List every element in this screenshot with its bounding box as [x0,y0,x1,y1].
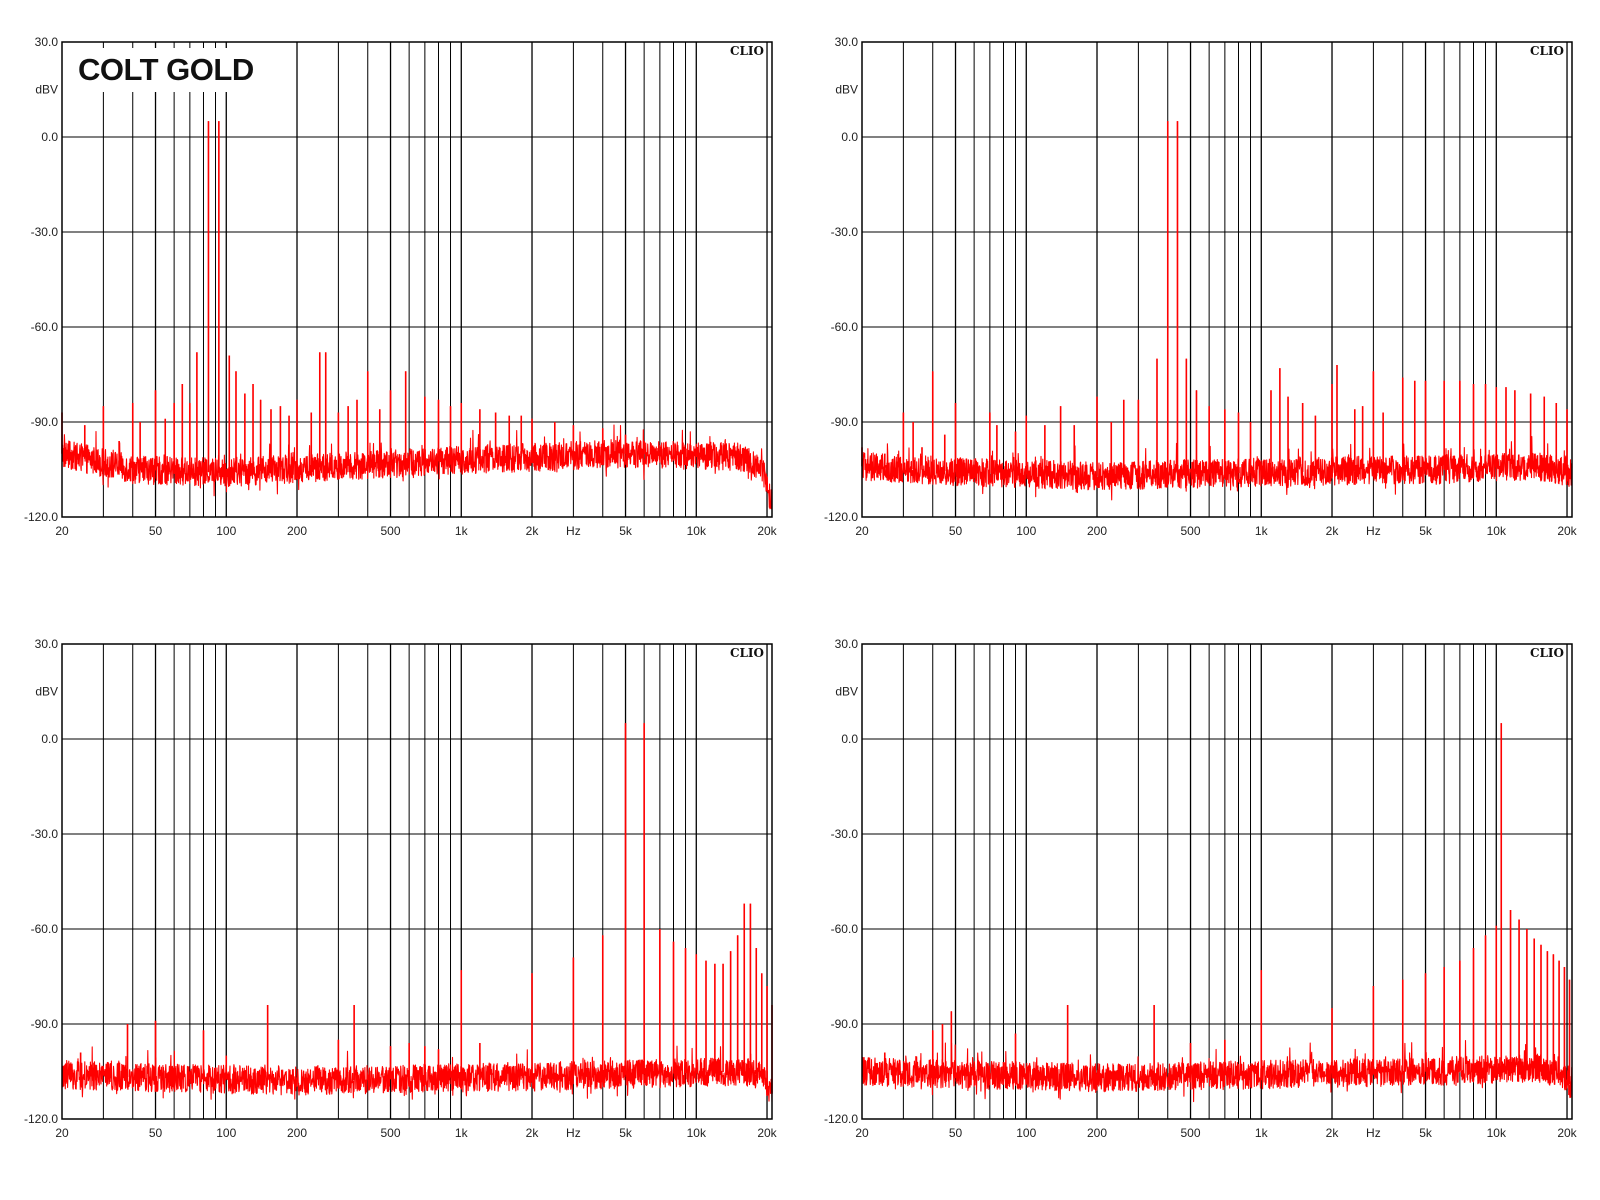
x-axis-unit-label: Hz [566,524,581,538]
y-axis-unit-label: dBV [35,685,58,699]
y-tick-label: -90.0 [831,415,859,429]
spectrum-chart-2: 30.0 0.0 -30.0 -60.0 -90.0 -120.0 dBV 20 50 100 20… [824,35,1578,538]
x-tick-label: 2k [526,1126,540,1140]
x-tick-label: 5k [1419,1126,1433,1140]
x-tick-label: 20 [855,1126,869,1140]
x-tick-label: 10k [1487,524,1507,538]
clio-brand-label: CLIO [1530,44,1564,58]
clio-brand-label: CLIO [730,646,764,660]
y-tick-label: -30.0 [831,827,859,841]
y-tick-label: 0.0 [41,732,58,746]
y-tick-label: -120.0 [24,1112,58,1126]
y-tick-label: -90.0 [31,415,59,429]
chart-title: COLT GOLD [78,52,254,87]
x-tick-label: 100 [1016,524,1036,538]
y-tick-label: -120.0 [824,1112,858,1126]
x-tick-label: 200 [287,524,307,538]
x-tick-label: 20k [757,524,777,538]
plot-frame [861,643,1573,1120]
x-tick-label: 1k [455,1126,469,1140]
x-tick-label: 20 [55,1126,69,1140]
x-axis-unit-label: Hz [1366,1126,1381,1140]
y-tick-label: -90.0 [831,1017,859,1031]
clio-brand-label: CLIO [730,44,764,58]
x-tick-label: 20k [757,1126,777,1140]
plot-frame [61,643,773,1120]
x-tick-label: 20 [855,524,869,538]
spectrum-trace [861,121,1573,501]
x-tick-label: 2k [1326,1126,1340,1140]
x-tick-label: 2k [526,524,540,538]
x-tick-label: 200 [1087,524,1107,538]
x-tick-label: 20 [55,524,69,538]
x-tick-label: 500 [381,1126,401,1140]
y-tick-label: 30.0 [835,637,859,651]
y-tick-label: -120.0 [24,510,58,524]
plot-frame [861,41,1573,518]
y-tick-label: 30.0 [835,35,859,49]
x-tick-label: 20k [1557,1126,1577,1140]
x-tick-label: 50 [149,524,163,538]
spectrum-chart-4: 30.0 0.0 -30.0 -60.0 -90.0 -120.0 dBV 20 50 100 20… [824,637,1578,1140]
y-tick-label: 0.0 [41,130,58,144]
y-tick-label: -120.0 [824,510,858,524]
y-tick-label: -60.0 [831,922,859,936]
y-tick-label: 30.0 [35,35,59,49]
x-tick-label: 50 [949,524,963,538]
spectrum-trace [61,121,773,510]
x-tick-label: 10k [687,524,707,538]
spectrum-chart-1: 30.0 0.0 -30.0 -60.0 -90.0 -120.0 dBV 20 50 100 20… [24,35,778,538]
x-tick-label: 100 [1016,1126,1036,1140]
y-tick-label: -60.0 [31,922,59,936]
y-tick-label: 30.0 [35,637,59,651]
spectrum-trace [61,723,773,1102]
y-tick-label: 0.0 [841,130,858,144]
y-axis-unit-label: dBV [35,83,58,97]
y-axis-unit-label: dBV [835,83,858,97]
plot-frame [61,41,773,518]
x-tick-label: 50 [149,1126,163,1140]
x-tick-label: 5k [619,1126,633,1140]
x-tick-label: 200 [1087,1126,1107,1140]
x-tick-label: 1k [455,524,469,538]
x-tick-label: 10k [1487,1126,1507,1140]
x-axis-unit-label: Hz [1366,524,1381,538]
y-tick-label: -60.0 [31,320,59,334]
clio-brand-label: CLIO [1530,646,1564,660]
y-tick-label: -60.0 [831,320,859,334]
y-axis-unit-label: dBV [835,685,858,699]
x-tick-label: 200 [287,1126,307,1140]
y-tick-label: -90.0 [31,1017,59,1031]
y-tick-label: -30.0 [31,225,59,239]
x-axis-unit-label: Hz [566,1126,581,1140]
x-tick-label: 1k [1255,1126,1269,1140]
x-tick-label: 2k [1326,524,1340,538]
x-tick-label: 5k [619,524,633,538]
x-tick-label: 500 [1181,1126,1201,1140]
x-tick-label: 20k [1557,524,1577,538]
x-tick-label: 100 [216,524,236,538]
y-tick-label: -30.0 [831,225,859,239]
chart-title-background [72,48,254,92]
spectrum-trace [861,723,1573,1103]
x-tick-label: 1k [1255,524,1269,538]
x-tick-label: 10k [687,1126,707,1140]
x-tick-label: 500 [381,524,401,538]
x-tick-label: 50 [949,1126,963,1140]
x-tick-label: 500 [1181,524,1201,538]
y-tick-label: -30.0 [31,827,59,841]
x-tick-label: 100 [216,1126,236,1140]
x-tick-label: 5k [1419,524,1433,538]
spectrum-chart-3: 30.0 0.0 -30.0 -60.0 -90.0 -120.0 dBV 20 50 100 20… [24,637,778,1140]
y-tick-label: 0.0 [841,732,858,746]
